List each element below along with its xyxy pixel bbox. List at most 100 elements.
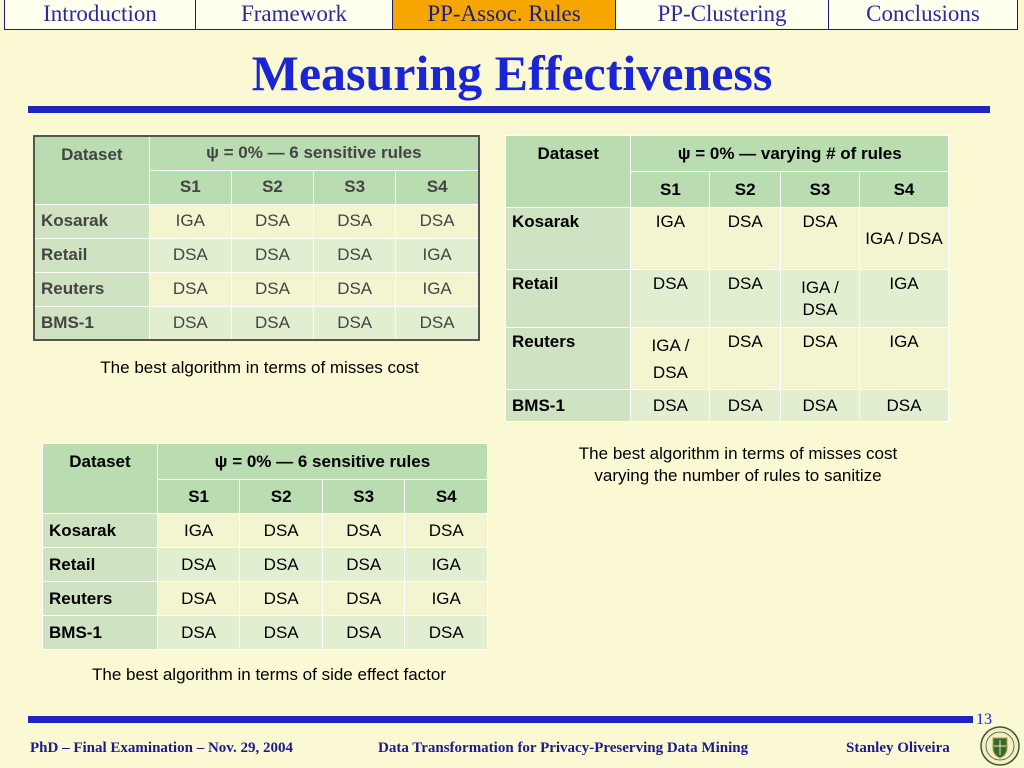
- table-cell: IGA: [148, 203, 232, 239]
- table-row: Reuters DSA DSA DSA IGA: [33, 271, 480, 307]
- table-cell: DSA: [709, 327, 781, 390]
- misses-cost-caption: The best algorithm in terms of misses co…: [100, 358, 419, 377]
- column-header: S2: [230, 169, 315, 205]
- dataset-name: Kosarak: [42, 513, 158, 548]
- misses-cost-table: Dataset ψ = 0% — 6 sensitive rules S1 S2…: [33, 135, 480, 341]
- table-cell: IGA: [404, 547, 488, 582]
- table-cell: DSA: [230, 305, 315, 341]
- caption-line: The best algorithm in terms of misses co…: [578, 444, 898, 463]
- column-header: S4: [859, 171, 949, 208]
- dataset-name: Kosarak: [33, 203, 150, 239]
- dataset-name: BMS-1: [33, 305, 150, 341]
- table-row: Retail DSA DSA DSA IGA: [33, 237, 480, 273]
- tab-introduction[interactable]: Introduction: [5, 0, 196, 29]
- table-cell: DSA: [156, 581, 241, 616]
- table-cell: DSA: [230, 203, 315, 239]
- table-cell: DSA: [404, 615, 488, 650]
- table-cell: DSA: [239, 547, 323, 582]
- table-cell: DSA: [230, 237, 315, 273]
- top-navigation: Introduction Framework PP-Assoc. Rules P…: [4, 0, 1018, 30]
- dataset-name: Retail: [42, 547, 158, 582]
- table-cell: DSA: [709, 207, 781, 270]
- table-row: BMS-1 DSA DSA DSA DSA: [504, 389, 949, 422]
- table-row: BMS-1 DSA DSA DSA DSA: [33, 305, 480, 341]
- table-cell: IGA / DSA: [859, 207, 949, 270]
- group-header: ψ = 0% — varying # of rules: [630, 135, 949, 172]
- column-header: S2: [239, 479, 323, 514]
- column-header: S3: [313, 169, 397, 205]
- group-header: ψ = 0% — 6 sensitive rules: [156, 443, 489, 480]
- table-row: Kosarak IGA DSA DSA DSA: [42, 513, 488, 548]
- table-row: Retail DSA DSA DSA IGA: [42, 547, 488, 582]
- table-cell: DSA: [321, 615, 406, 650]
- column-header: S1: [156, 479, 241, 514]
- table-cell: DSA: [148, 305, 232, 341]
- dataset-name: BMS-1: [42, 615, 158, 650]
- university-crest-logo: [980, 726, 1020, 766]
- table-cell: DSA: [859, 389, 949, 422]
- dataset-name: Reuters: [504, 327, 632, 390]
- table-cell: IGA: [859, 327, 949, 390]
- caption-line: varying the number of rules to sanitize: [594, 466, 882, 485]
- tab-pp-assoc-rules[interactable]: PP-Assoc. Rules: [393, 0, 616, 29]
- table-row: Kosarak IGA DSA DSA IGA / DSA: [504, 207, 949, 270]
- table-cell: DSA: [780, 207, 860, 270]
- table-cell: DSA: [395, 203, 480, 239]
- dataset-header: Dataset: [42, 443, 158, 514]
- table-cell: DSA: [630, 389, 711, 422]
- table-cell: IGA: [404, 581, 488, 616]
- table-cell: IGA / DSA: [780, 269, 860, 328]
- slide-title: Measuring Effectiveness: [251, 45, 773, 101]
- table-cell: DSA: [780, 389, 860, 422]
- varying-rules-table: Dataset ψ = 0% — varying # of rules S1 S…: [504, 135, 949, 422]
- table-cell: DSA: [709, 269, 781, 328]
- table-cell: IGA / DSA: [630, 327, 711, 390]
- dataset-name: BMS-1: [504, 389, 632, 422]
- table-cell: DSA: [239, 581, 323, 616]
- table-row: Retail DSA DSA IGA / DSA IGA: [504, 269, 949, 328]
- side-effect-table: Dataset ψ = 0% — 6 sensitive rules S1 S2…: [42, 443, 489, 650]
- table-cell: DSA: [156, 547, 241, 582]
- table-cell: DSA: [239, 513, 323, 548]
- footer-event: PhD – Final Examination – Nov. 29, 2004: [30, 740, 293, 756]
- group-header: ψ = 0% — 6 sensitive rules: [148, 135, 480, 171]
- table-cell: DSA: [148, 237, 232, 273]
- column-header: S4: [395, 169, 480, 205]
- footer-author: Stanley Oliveira: [846, 740, 950, 756]
- varying-rules-caption: The best algorithm in terms of misses co…: [505, 443, 971, 487]
- dataset-name: Reuters: [33, 271, 150, 307]
- dataset-header: Dataset: [33, 135, 150, 205]
- table-cell: DSA: [230, 271, 315, 307]
- dataset-name: Reuters: [42, 581, 158, 616]
- dataset-name: Kosarak: [504, 207, 632, 270]
- tab-pp-clustering[interactable]: PP-Clustering: [616, 0, 829, 29]
- column-header: S2: [709, 171, 781, 208]
- table-row: BMS-1 DSA DSA DSA DSA: [42, 615, 488, 650]
- table-cell: DSA: [156, 615, 241, 650]
- table-cell: IGA: [630, 207, 711, 270]
- tab-conclusions[interactable]: Conclusions: [866, 1, 980, 26]
- column-header: S3: [780, 171, 860, 208]
- table-cell: IGA: [859, 269, 949, 328]
- table-cell: DSA: [321, 513, 406, 548]
- dataset-name: Retail: [504, 269, 632, 328]
- footer-divider: [28, 716, 973, 723]
- dataset-name: Retail: [33, 237, 150, 273]
- page-number: 13: [976, 711, 992, 728]
- title-divider: [28, 106, 990, 113]
- table-row: Reuters DSA DSA DSA IGA: [42, 581, 488, 616]
- table-cell: DSA: [313, 203, 397, 239]
- table-cell: DSA: [239, 615, 323, 650]
- table-cell: DSA: [780, 327, 860, 390]
- footer-talk-title: Data Transformation for Privacy-Preservi…: [378, 740, 749, 756]
- table-cell: IGA: [395, 237, 480, 273]
- table-cell: IGA: [395, 271, 480, 307]
- table-cell: DSA: [395, 305, 480, 341]
- table-row: Reuters IGA / DSA DSA DSA IGA: [504, 327, 949, 390]
- tab-framework[interactable]: Framework: [196, 0, 393, 29]
- table-cell: DSA: [630, 269, 711, 328]
- table-cell: DSA: [313, 271, 397, 307]
- dataset-header: Dataset: [504, 135, 632, 208]
- table-cell: DSA: [313, 237, 397, 273]
- table-cell: DSA: [321, 581, 406, 616]
